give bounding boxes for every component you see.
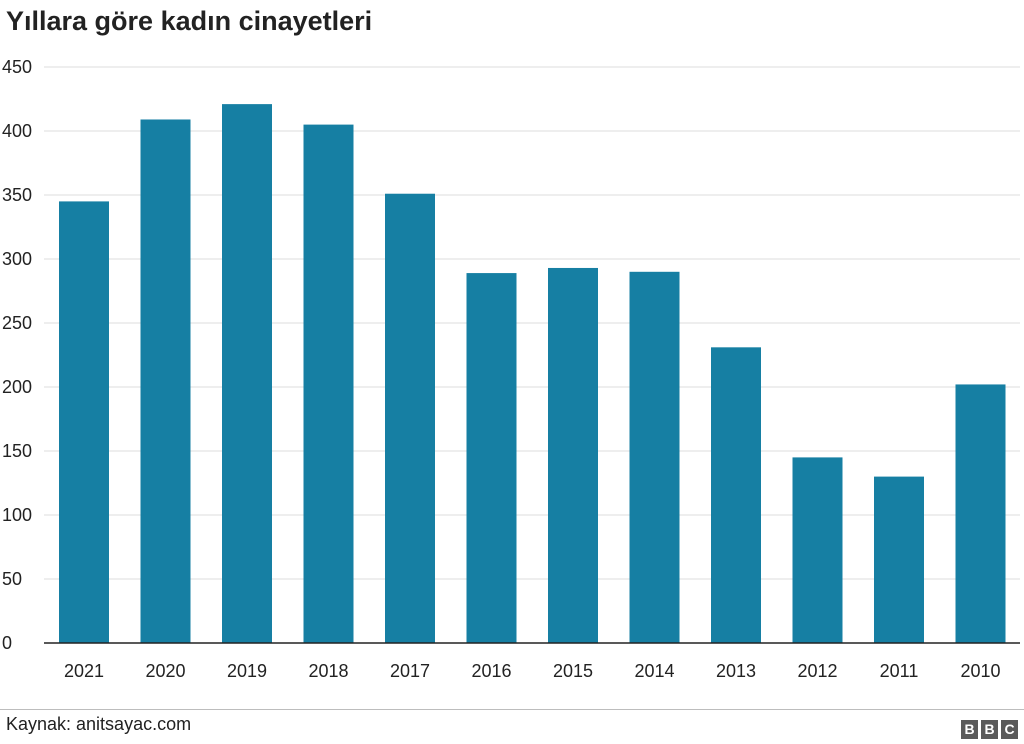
gridlines bbox=[44, 66, 1020, 580]
y-tick-label: 100 bbox=[2, 505, 32, 525]
bar bbox=[548, 267, 598, 643]
logo-letter: C bbox=[1001, 720, 1018, 739]
bar bbox=[711, 347, 761, 643]
bar bbox=[140, 119, 191, 644]
bars bbox=[59, 104, 1006, 644]
x-tick-label: 2020 bbox=[145, 661, 185, 681]
bar bbox=[59, 201, 109, 643]
x-tick-label: 2017 bbox=[390, 661, 430, 681]
x-tick-label: 2015 bbox=[553, 661, 593, 681]
y-tick-label: 350 bbox=[2, 185, 32, 205]
x-tick-label: 2013 bbox=[716, 661, 756, 681]
bar bbox=[466, 273, 517, 643]
x-tick-label: 2021 bbox=[64, 661, 104, 681]
y-tick-label: 250 bbox=[2, 313, 32, 333]
x-tick-label: 2019 bbox=[227, 661, 267, 681]
y-tick-label: 200 bbox=[2, 377, 32, 397]
x-axis-ticks: 2021 2020 2019 2018 2017 2016 2015 2014 2013 2012… bbox=[64, 661, 1001, 681]
y-tick-label: 400 bbox=[2, 121, 32, 141]
bar bbox=[629, 271, 680, 643]
x-tick-label: 2016 bbox=[471, 661, 511, 681]
footer-divider bbox=[0, 709, 1024, 710]
x-tick-label: 2014 bbox=[634, 661, 674, 681]
bar bbox=[303, 124, 354, 644]
y-tick-label: 450 bbox=[2, 57, 32, 77]
x-tick-label: 2011 bbox=[880, 661, 919, 681]
bar bbox=[874, 476, 924, 643]
logo-letter: B bbox=[961, 720, 978, 739]
bbc-logo: B B C bbox=[961, 720, 1018, 739]
x-tick-label: 2012 bbox=[797, 661, 837, 681]
y-tick-label: 0 bbox=[2, 633, 12, 653]
y-tick-label: 50 bbox=[2, 569, 22, 589]
y-tick-label: 150 bbox=[2, 441, 32, 461]
bar-chart: 0 50 100 150 200 250 300 350 400 450 2021 2020 2019… bbox=[2, 57, 1020, 681]
bar bbox=[222, 104, 272, 644]
bar bbox=[385, 193, 435, 643]
chart-title: Yıllara göre kadın cinayetleri bbox=[6, 6, 373, 36]
bar bbox=[955, 384, 1006, 643]
logo-letter: B bbox=[981, 720, 998, 739]
x-tick-label: 2010 bbox=[960, 661, 1000, 681]
y-tick-label: 300 bbox=[2, 249, 32, 269]
x-tick-label: 2018 bbox=[308, 661, 348, 681]
source-note: Kaynak: anitsayac.com bbox=[6, 714, 192, 734]
y-axis-ticks: 0 50 100 150 200 250 300 350 400 450 bbox=[2, 57, 32, 653]
bar bbox=[792, 457, 843, 643]
